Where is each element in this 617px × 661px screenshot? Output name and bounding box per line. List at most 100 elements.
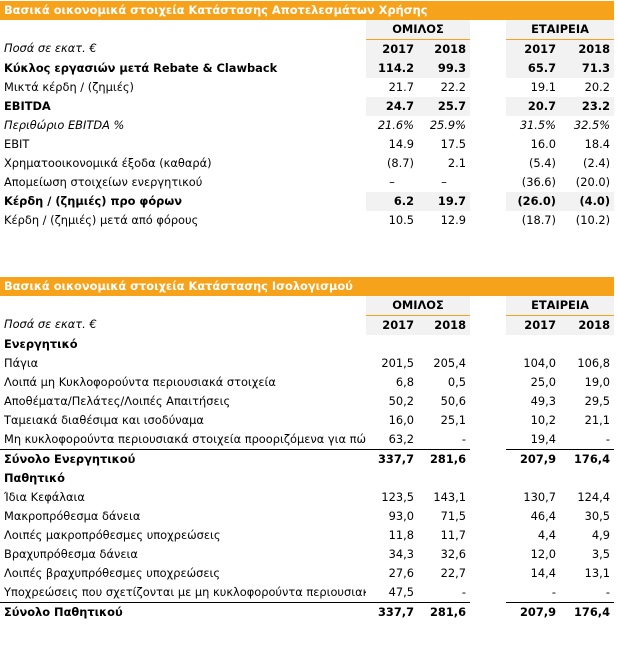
section-header-row: Παθητικό <box>0 469 614 488</box>
row-label: Κύκλος εργασιών μετά Rebate & Clawback <box>4 60 278 75</box>
table-row: Μακροπρόθεσμα δάνεια 93,0 71,5 46,4 30,5 <box>0 507 614 526</box>
cell-value: 18.4 <box>584 136 611 151</box>
cell-value: 207,9 <box>506 448 560 469</box>
income-title: Βασικά οικονομικά στοιχεία Κατάστασης Απ… <box>0 1 615 20</box>
cell-value: 93,0 <box>388 508 414 523</box>
cell-value: 0,5 <box>447 374 466 389</box>
income-amounts-label: Ποσά σε εκατ. € <box>4 41 97 56</box>
cell-value: 32,6 <box>440 546 466 561</box>
cell-value: 12,0 <box>530 546 556 561</box>
cell-value: 20.2 <box>584 79 611 94</box>
table-row: Χρηματοοικονομικά έξοδα (καθαρά) (8.7) 2… <box>0 154 614 173</box>
cell-value: (10.2) <box>575 212 611 227</box>
cell-value: 25.7 <box>418 96 470 116</box>
cell-value: 281,6 <box>418 601 470 622</box>
income-year: 2018 <box>560 39 615 59</box>
table-row: Υποχρεώσεις που σχετίζονται με μη κυκλοφ… <box>0 583 614 603</box>
cell-value: 4,4 <box>537 527 556 542</box>
row-label: Κέρδη / (ζημιές) μετά από φόρους <box>4 212 199 227</box>
table-row: Περιθώριο EBITDA % 21.6% 25.9% 31.5% 32.… <box>0 116 614 135</box>
cell-value: 65.7 <box>506 58 560 78</box>
balance-group-header: ΟΜΙΛΟΣ ΕΤΑΙΡΕΙΑ <box>0 296 615 316</box>
cell-value: 16,0 <box>388 412 414 427</box>
cell-value: 27,6 <box>388 565 414 580</box>
cell-value: 19,0 <box>584 374 611 389</box>
income-company-label: ΕΤΑΙΡΕΙΑ <box>506 20 615 40</box>
cell-value: 63,2 <box>388 431 414 446</box>
balance-amounts-label: Ποσά σε εκατ. € <box>4 317 97 332</box>
cell-value: - <box>605 584 611 599</box>
cell-value: 50,6 <box>440 393 466 408</box>
cell-value: (20.0) <box>575 174 611 189</box>
cell-value: 104,0 <box>523 355 556 370</box>
cell-value: 34,3 <box>388 546 414 561</box>
cell-value: 21.7 <box>388 79 414 94</box>
cell-value: (36.6) <box>521 174 556 189</box>
cell-value: – <box>389 174 395 189</box>
cell-value: 207,9 <box>506 601 560 622</box>
balance-year: 2018 <box>418 315 470 335</box>
cell-value: - <box>551 584 556 599</box>
row-label: Σύνολο Παθητικού <box>0 601 366 622</box>
cell-value: 29,5 <box>584 393 611 408</box>
cell-value: – <box>441 174 447 189</box>
row-label: Λοιπές βραχυπρόθεσμες υποχρεώσεις <box>4 565 221 580</box>
liabilities-total-row: Σύνολο Παθητικού 337,7 281,6 207,9 176,4 <box>0 601 615 622</box>
cell-value: 19.7 <box>418 191 470 211</box>
row-label: Υποχρεώσεις που σχετίζονται με μη κυκλοφ… <box>4 584 366 599</box>
row-label: Αποθέματα/Πελάτες/Λοιπές Απαιτήσεις <box>4 393 231 408</box>
cell-value: 106,8 <box>577 355 611 370</box>
income-year: 2018 <box>418 39 470 59</box>
row-label: Απομείωση στοιχείων ενεργητικού <box>4 174 203 189</box>
cell-value: 281,6 <box>418 448 470 469</box>
cell-value: 71.3 <box>560 58 615 78</box>
cell-value: 12.9 <box>440 212 466 227</box>
balance-year: 2018 <box>560 315 615 335</box>
row-label: Περιθώριο EBITDA % <box>4 117 125 132</box>
cell-value: 21,1 <box>584 412 611 427</box>
cell-value: 19.1 <box>530 79 556 94</box>
cell-value: 46,4 <box>530 508 556 523</box>
income-year: 2017 <box>366 39 418 59</box>
table-row: Κέρδη / (ζημιές) μετά από φόρους 10.5 12… <box>0 211 614 230</box>
row-label: Μακροπρόθεσμα δάνεια <box>4 508 141 523</box>
row-label: Σύνολο Ενεργητικού <box>0 448 366 469</box>
table-row: EBITDA 24.7 25.7 20.7 23.2 <box>0 96 615 116</box>
cell-value: 25,0 <box>530 374 556 389</box>
liabilities-header: Παθητικό <box>4 470 65 485</box>
balance-year-row: Ποσά σε εκατ. € 2017 2018 2017 2018 <box>0 315 615 335</box>
cell-value: 14,4 <box>530 565 556 580</box>
row-label: EBITDA <box>4 98 51 113</box>
cell-value: 6,8 <box>395 374 414 389</box>
cell-value: 49,3 <box>530 393 556 408</box>
row-label: Λοιπά μη Κυκλοφορούντα περιουσιακά στοιχ… <box>4 374 276 389</box>
cell-value: 20.7 <box>506 96 560 116</box>
cell-value: 25,1 <box>440 412 466 427</box>
cell-value: 11,8 <box>388 527 414 542</box>
cell-value: 31.5% <box>519 117 556 132</box>
table-row: EBIT 14.9 17.5 16.0 18.4 <box>0 135 614 154</box>
cell-value: 201,5 <box>381 355 414 370</box>
balance-title: Βασικά οικονομικά στοιχεία Κατάστασης Ισ… <box>0 277 615 296</box>
section-header-row: Ενεργητικό <box>0 335 614 354</box>
cell-value: 337,7 <box>366 448 418 469</box>
cell-value: 124,4 <box>577 489 611 504</box>
cell-value: - <box>461 584 466 599</box>
cell-value: 17.5 <box>440 136 466 151</box>
cell-value: 205,4 <box>433 355 466 370</box>
balance-sheet-table: Βασικά οικονομικά στοιχεία Κατάστασης Ισ… <box>0 277 615 622</box>
table-row: Μικτά κέρδη / (ζημιές) 21.7 22.2 19.1 20… <box>0 78 614 97</box>
income-title-row: Βασικά οικονομικά στοιχεία Κατάστασης Απ… <box>0 1 615 20</box>
table-row: Λοιπές μακροπρόθεσμες υποχρεώσεις 11,8 1… <box>0 526 614 545</box>
cell-value: 176,4 <box>560 601 615 622</box>
cell-value: 71,5 <box>440 508 466 523</box>
row-label: Βραχυπρόθεσμα δάνεια <box>4 546 138 561</box>
income-group-header: ΟΜΙΛΟΣ ΕΤΑΙΡΕΙΑ <box>0 20 615 40</box>
row-label: Μη κυκλοφορούντα περιουσιακά στοιχεία πρ… <box>4 431 366 446</box>
balance-company-label: ΕΤΑΙΡΕΙΑ <box>506 296 615 316</box>
cell-value: 21.6% <box>377 117 414 132</box>
cell-value: (26.0) <box>506 191 560 211</box>
table-row: Κέρδη / (ζημιές) προ φόρων 6.2 19.7 (26.… <box>0 191 615 211</box>
row-label: Ίδια Κεφάλαια <box>4 489 85 504</box>
